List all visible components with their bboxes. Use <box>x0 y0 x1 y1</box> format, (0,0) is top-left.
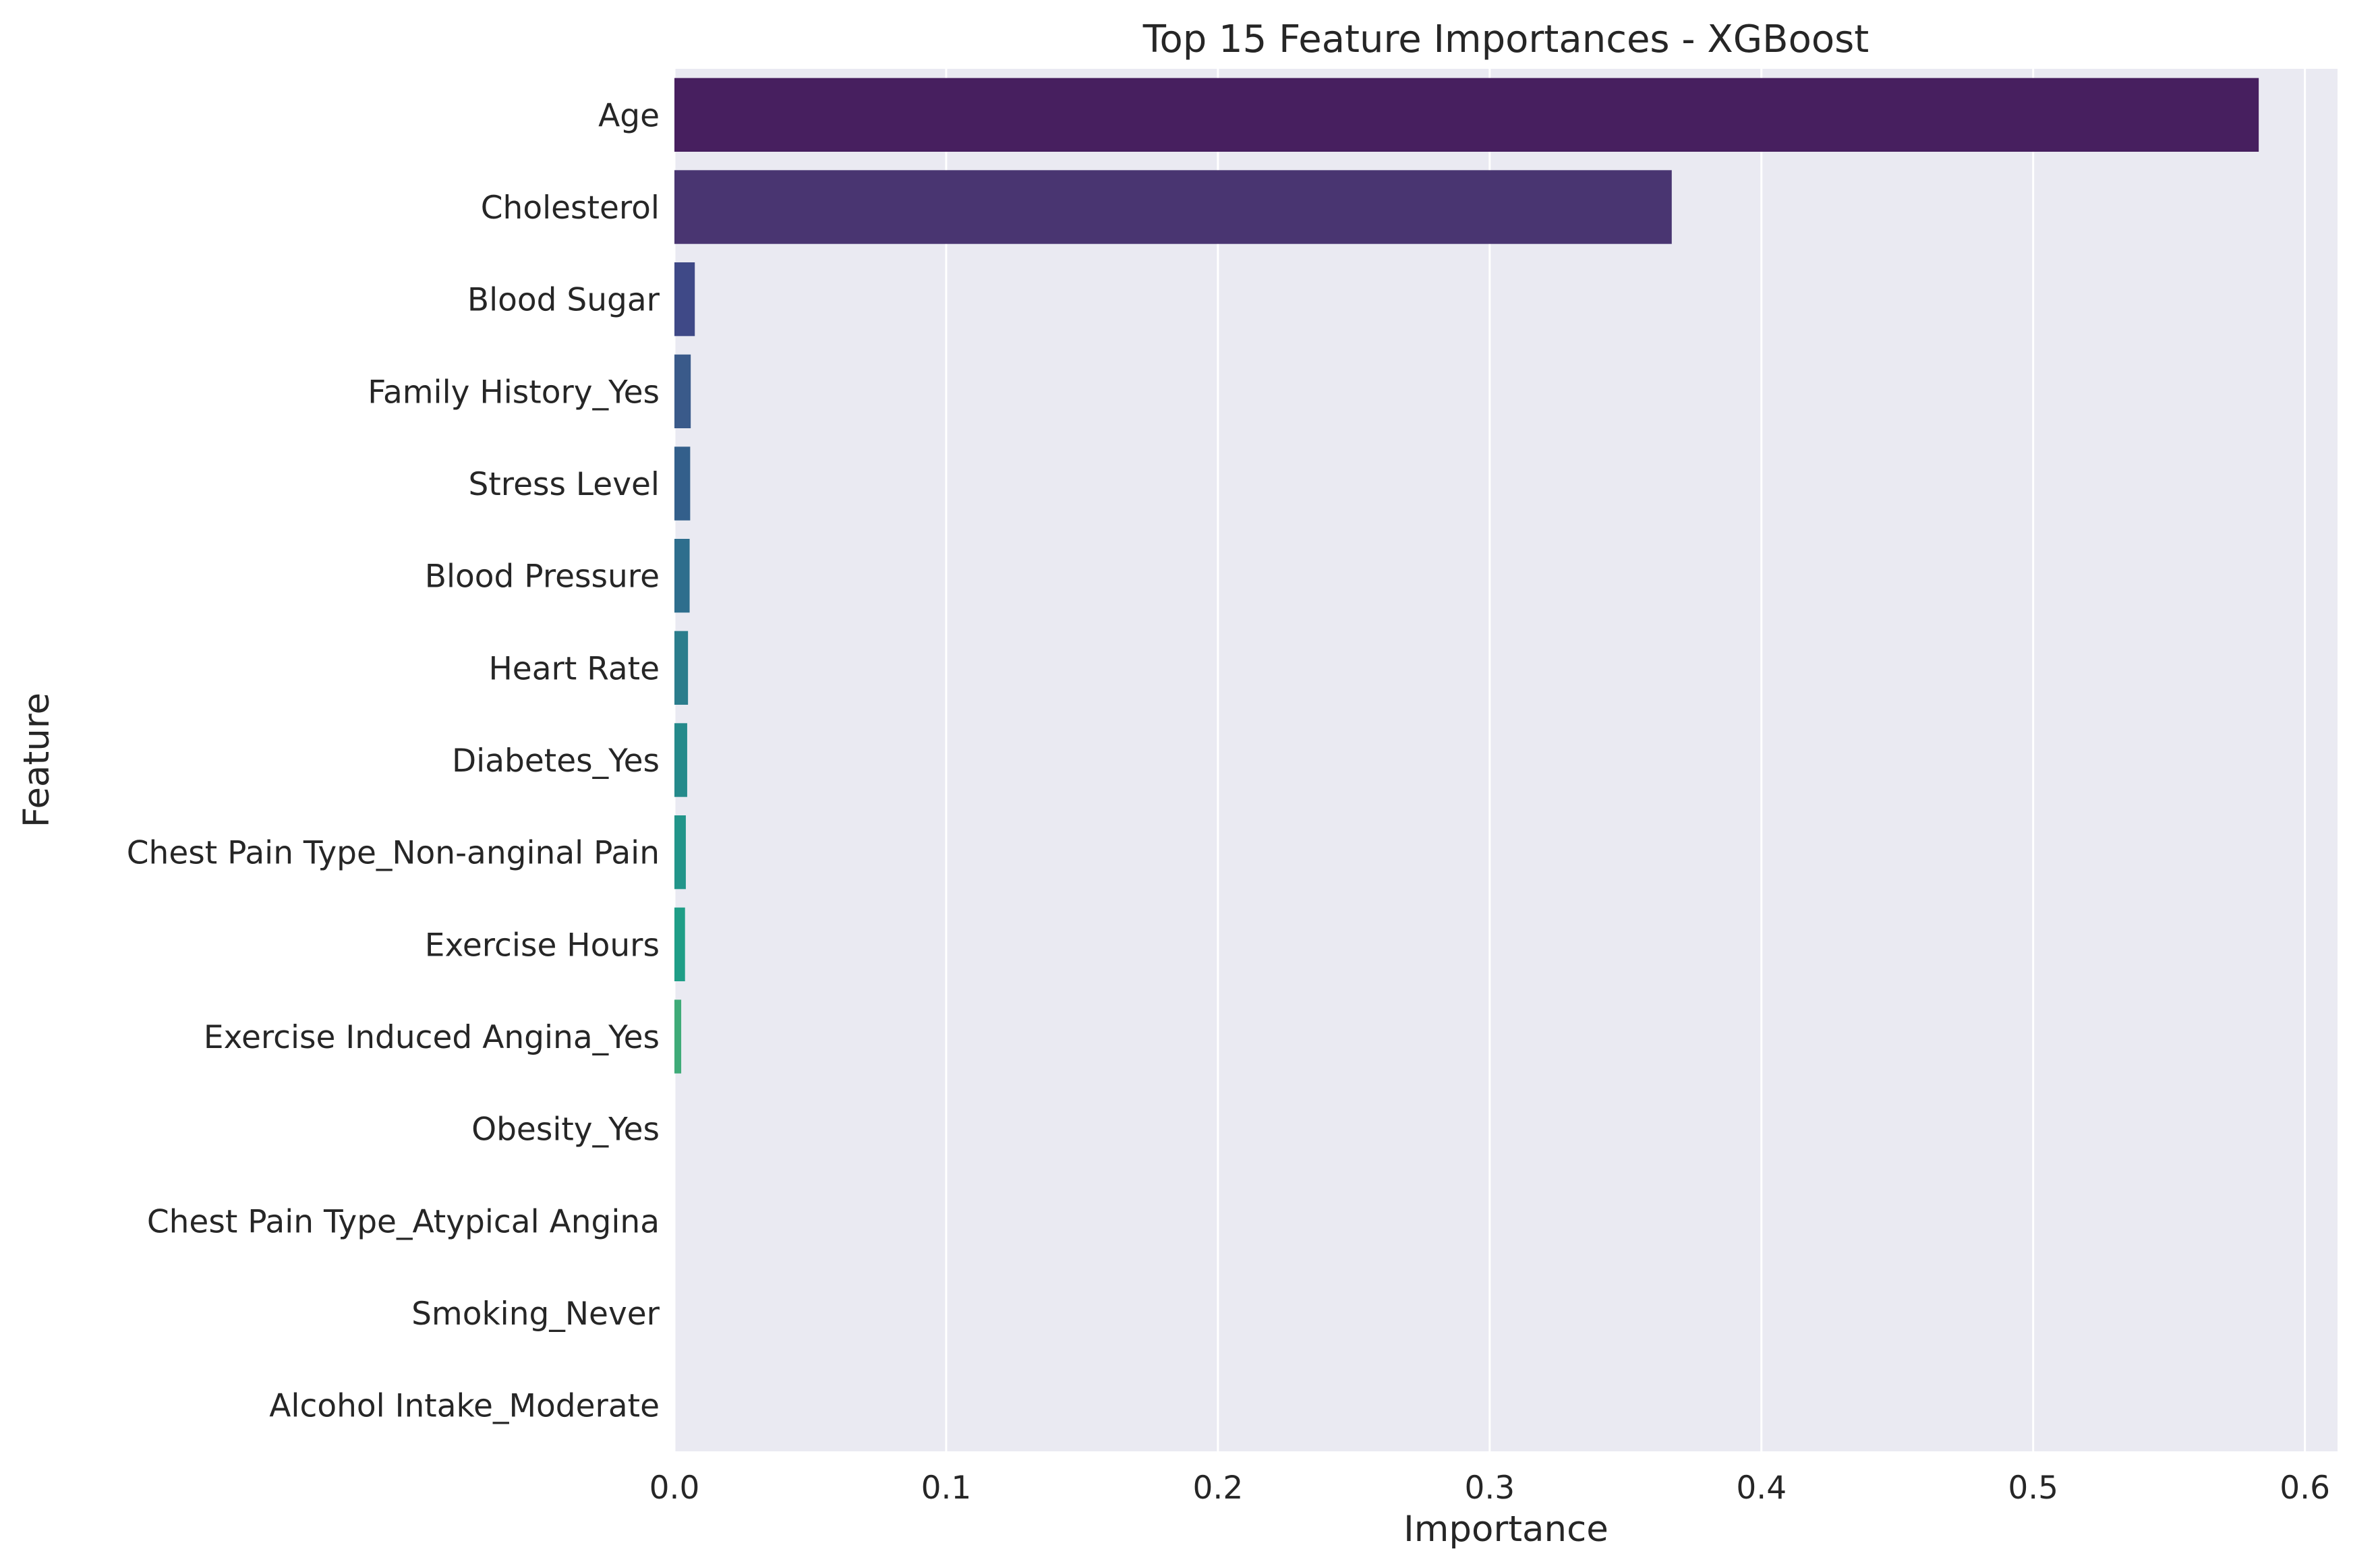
bar <box>674 446 691 521</box>
bar <box>674 539 690 613</box>
y-tick-label: Smoking_Never <box>411 1296 660 1333</box>
y-tick-label: Diabetes_Yes <box>452 743 660 780</box>
bars <box>674 78 2259 1074</box>
y-tick-label: Alcohol Intake_Moderate <box>269 1388 660 1425</box>
bar <box>674 815 686 890</box>
x-tick-label: 0.5 <box>2008 1470 2058 1507</box>
bar <box>674 354 691 428</box>
y-tick-label: Stress Level <box>469 466 660 503</box>
y-axis-label: Feature <box>16 693 57 827</box>
chart-title: Top 15 Feature Importances - XGBoost <box>1142 18 1869 61</box>
y-tick-label: Obesity_Yes <box>471 1111 660 1149</box>
y-tick-label: Chest Pain Type_Atypical Angina <box>147 1203 660 1240</box>
bar <box>674 78 2259 152</box>
gridlines <box>673 69 2307 1451</box>
x-tick-labels: 0.0 0.1 0.2 0.3 0.4 0.5 0.6 <box>649 1470 2330 1507</box>
y-tick-label: Age <box>598 97 660 134</box>
plot-background <box>674 69 2338 1451</box>
x-tick-label: 0.6 <box>2280 1470 2330 1507</box>
y-tick-label: Chest Pain Type_Non-anginal Pain <box>127 835 660 872</box>
y-tick-labels: Age Cholesterol Blood Sugar Family History_… <box>127 97 660 1424</box>
y-tick-label: Exercise Induced Angina_Yes <box>204 1019 660 1056</box>
y-tick-label: Heart Rate <box>488 650 660 687</box>
bar <box>674 170 1672 244</box>
bar <box>674 723 687 797</box>
bar <box>674 631 689 705</box>
x-tick-label: 0.0 <box>649 1470 700 1507</box>
x-tick-label: 0.4 <box>1736 1470 1787 1507</box>
bar <box>674 262 695 337</box>
x-tick-label: 0.3 <box>1464 1470 1515 1507</box>
y-tick-label: Exercise Hours <box>425 927 660 964</box>
x-tick-label: 0.2 <box>1193 1470 1244 1507</box>
y-tick-label: Blood Pressure <box>425 558 660 596</box>
y-tick-label: Family History_Yes <box>368 374 660 411</box>
x-axis-label: Importance <box>1403 1509 1608 1550</box>
bar <box>674 907 685 981</box>
x-tick-label: 0.1 <box>921 1470 972 1507</box>
bar <box>674 999 682 1074</box>
y-tick-label: Blood Sugar <box>467 282 660 319</box>
y-tick-label: Cholesterol <box>481 190 660 227</box>
